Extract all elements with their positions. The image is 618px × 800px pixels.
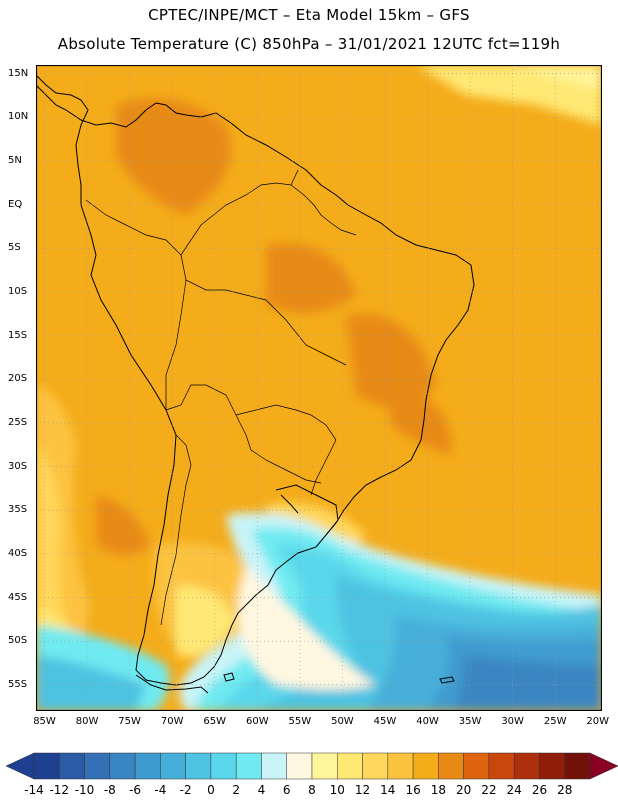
lon-label: 80W <box>75 716 99 727</box>
lat-label: 5N <box>8 155 22 167</box>
country-borders <box>85 169 357 626</box>
lon-label: 35W <box>458 716 482 727</box>
colorbar-max-arrow <box>589 752 618 780</box>
coastlines <box>36 74 475 694</box>
lat-label: 20S <box>8 373 28 385</box>
temperature-field <box>36 65 602 711</box>
lat-label: 15N <box>8 67 29 79</box>
colorbar-swatch <box>412 752 439 780</box>
colorbar-tick-label: -10 <box>74 783 95 797</box>
colorbar-swatch <box>261 752 287 780</box>
colorbar-swatch <box>109 752 136 780</box>
lon-label: 55W <box>288 716 312 727</box>
colorbar-tick-label: -8 <box>103 783 116 797</box>
lat-label: 45S <box>8 591 28 603</box>
lat-label: EQ <box>8 198 23 210</box>
colorbar-tick-label: 6 <box>282 783 291 797</box>
map-title-line2: Absolute Temperature (C) 850hPa – 31/01/… <box>57 35 561 53</box>
lat-label: 30S <box>8 460 28 472</box>
colorbar-swatch <box>185 752 212 780</box>
colorbar-swatch <box>337 752 363 780</box>
lon-label: 40W <box>416 716 439 727</box>
lon-label: 65W <box>203 716 227 727</box>
lat-label: 25S <box>8 416 28 428</box>
lon-label: 30W <box>501 716 524 727</box>
colorbar-swatch <box>438 752 464 780</box>
colorbar-swatch <box>59 752 85 780</box>
colorbar-swatch <box>286 752 313 780</box>
colorbar-tick-label: 18 <box>430 783 446 797</box>
map-title-line1: CPTEC/INPE/MCT – Eta Model 15km – GFS <box>148 6 470 24</box>
lon-label: 25W <box>543 716 567 727</box>
colorbar-tick-label: 24 <box>506 783 522 797</box>
colorbar-tick-label: -12 <box>49 783 70 797</box>
colorbar-swatch <box>134 752 161 780</box>
lat-label: 35S <box>8 504 28 516</box>
lon-label: 85W <box>33 716 56 727</box>
colorbar-tick-label: -6 <box>129 783 142 797</box>
colorbar-tick-label: 8 <box>308 783 316 797</box>
colorbar-tick-label: 4 <box>257 783 266 797</box>
colorbar-swatch <box>210 752 237 780</box>
lat-label: 55S <box>8 678 28 690</box>
colorbar-swatch <box>235 752 262 780</box>
colorbar-swatch <box>362 752 389 780</box>
colorbar-swatch <box>311 752 338 780</box>
colorbar-tick-label: 12 <box>354 783 371 797</box>
colorbar-swatch <box>160 752 186 780</box>
lon-label: 75W <box>118 716 141 727</box>
lat-label: 10S <box>8 285 28 297</box>
colorbar-swatch <box>33 752 60 780</box>
lon-label: 60W <box>245 716 269 727</box>
colorbar-tick-label: -2 <box>179 783 192 797</box>
colorbar-tick-label: 28 <box>557 783 573 797</box>
colorbar-swatch <box>513 752 540 780</box>
lon-label: 20W <box>586 716 610 727</box>
lat-label: 40S <box>8 547 28 559</box>
colorbar-swatch <box>488 752 515 780</box>
lat-label: 5S <box>8 242 21 254</box>
lon-label: 50W <box>331 716 354 727</box>
map-frame <box>36 65 602 711</box>
colorbar-tick-label: 0 <box>207 783 215 797</box>
lat-label: 10N <box>8 111 29 123</box>
colorbar-swatch <box>564 752 591 780</box>
colorbar-tick-label: 10 <box>329 783 345 797</box>
colorbar-swatch <box>463 752 490 780</box>
colorbar-tick-label: 14 <box>380 783 396 797</box>
colorbar-tick-label: 16 <box>405 783 421 797</box>
colorbar-swatch <box>387 752 414 780</box>
colorbar-swatch <box>539 752 565 780</box>
colorbar-tick-label: 20 <box>455 783 472 797</box>
temperature-map <box>36 65 602 711</box>
lat-label: 50S <box>8 635 28 647</box>
colorbar-tick-label: -14 <box>24 783 44 797</box>
colorbar <box>6 752 618 780</box>
colorbar-swatch <box>84 752 111 780</box>
colorbar-min-arrow <box>6 752 35 780</box>
colorbar-tick-label: -4 <box>154 783 167 797</box>
colorbar-tick-label: 26 <box>531 783 548 797</box>
lon-label: 70W <box>160 716 184 727</box>
lat-label: 15S <box>8 329 28 341</box>
colorbar-tick-label: 22 <box>481 783 497 797</box>
colorbar-tick-label: 2 <box>232 783 240 797</box>
lon-label: 45W <box>373 716 397 727</box>
